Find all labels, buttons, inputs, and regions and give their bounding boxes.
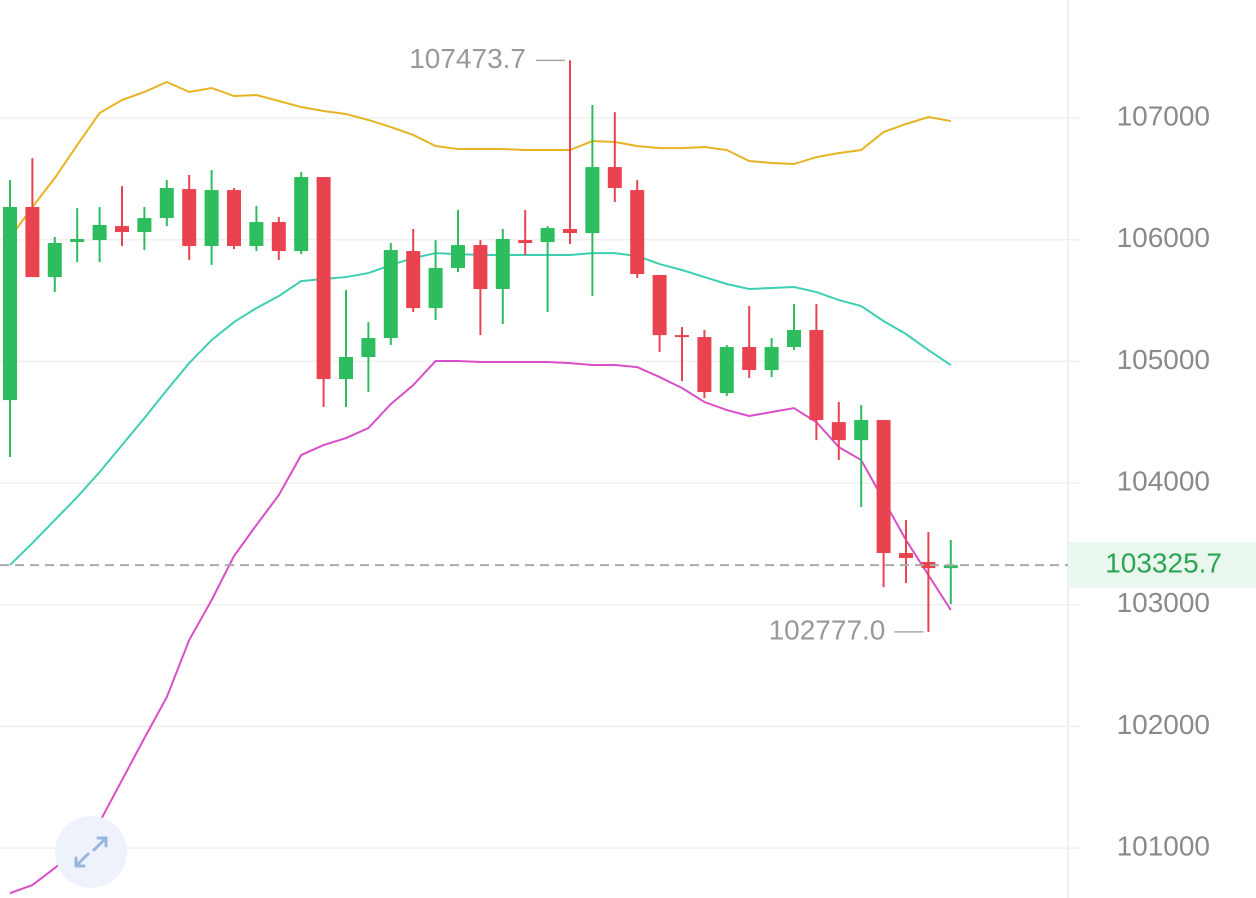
candle-body [428,268,443,309]
candle-body [47,242,62,278]
last-price-label: 103325.7 [1105,548,1222,579]
candle-body [607,167,622,188]
candle-body [473,245,488,289]
candle-body [451,245,465,269]
candle-body [809,329,824,421]
candle-body [3,206,17,401]
candle-body [271,222,286,252]
y-tick-label: 105000 [1117,344,1210,375]
candle-body [137,218,152,233]
candle-body [249,222,264,247]
candle-body [787,329,801,348]
y-tick-label: 102000 [1117,709,1210,740]
candle-body [383,250,398,339]
candle-body [764,347,779,371]
candle-body [25,206,40,278]
candle-body [115,226,129,233]
candle-body [943,565,958,569]
candle-body [227,190,241,247]
candle-body [540,228,555,243]
candle-body [876,420,891,554]
last-price-box [1068,542,1256,589]
candle-body [361,338,376,358]
candle-body [742,347,757,371]
candle-body [854,420,869,441]
candle-body [831,422,846,441]
candle-body [159,187,174,219]
candle-body [495,238,510,289]
band-line [9,80,951,239]
candle-body [652,274,667,336]
candle-body [204,190,219,247]
candle-body [675,335,689,338]
y-tick-label: 103000 [1117,587,1210,618]
candle-body [70,238,85,243]
y-tick-label: 106000 [1117,222,1210,253]
candle-body [518,240,533,243]
y-tick-label: 107000 [1117,100,1210,131]
expand-button[interactable] [55,816,127,888]
band-line [9,360,952,895]
candle-body [563,229,577,234]
candle-body [92,224,107,241]
candle-body [406,251,421,309]
max-marker-label: 107473.7 [409,43,526,74]
candle-body [719,347,734,394]
expand-icon[interactable] [74,836,108,868]
candle-body [921,562,936,569]
candle-body [339,357,353,380]
candle-body [316,177,331,380]
y-tick-label: 104000 [1117,465,1210,496]
min-marker-label: 102777.0 [769,614,886,645]
candle-body [899,553,913,559]
candle-body [697,337,712,393]
candle-body [630,190,645,275]
y-tick-label: 101000 [1117,831,1210,862]
candle-body [294,177,309,252]
expand-button-bg[interactable] [55,816,127,888]
candle-body [585,167,600,234]
candle-body [182,189,197,247]
